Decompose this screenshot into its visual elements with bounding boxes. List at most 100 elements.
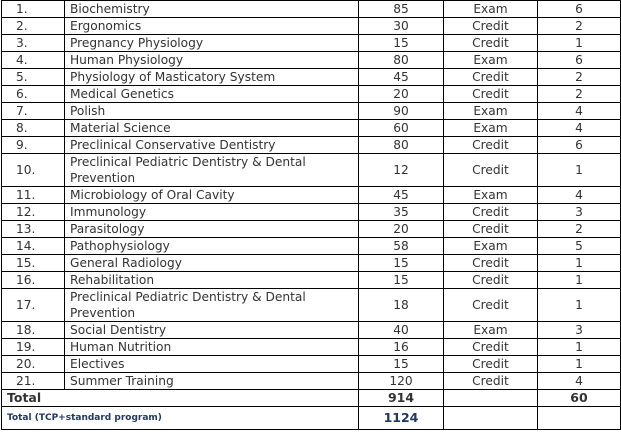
assessment-form: Credit xyxy=(443,85,538,103)
row-number: 5. xyxy=(1,68,65,86)
assessment-form: Exam xyxy=(443,51,538,69)
row-number: 18. xyxy=(1,321,65,339)
hours-value: 45 xyxy=(358,186,444,204)
assessment-form: Credit xyxy=(443,355,538,373)
hours-value: 60 xyxy=(358,119,444,137)
hours-value: 80 xyxy=(358,51,444,69)
ects-points: 2 xyxy=(537,85,621,103)
hours-value: 80 xyxy=(358,136,444,154)
tcp-total-label: Total (TCP+standard program) xyxy=(1,406,359,430)
table-row: 2. Ergonomics 30 Credit 2 xyxy=(1,17,621,35)
table-row: 19. Human Nutrition 16 Credit 1 xyxy=(1,338,621,356)
subject-name: Pregnancy Physiology xyxy=(64,34,359,52)
assessment-form: Exam xyxy=(443,0,538,18)
ects-points: 6 xyxy=(537,0,621,18)
row-number: 9. xyxy=(1,136,65,154)
subject-name: Social Dentistry xyxy=(64,321,359,339)
table-row: 18. Social Dentistry 40 Exam 3 xyxy=(1,321,621,339)
hours-value: 35 xyxy=(358,203,444,221)
ects-points: 3 xyxy=(537,203,621,221)
total-label: Total xyxy=(1,389,359,407)
table-row: 5. Physiology of Masticatory System 45 Cred… xyxy=(1,68,621,86)
hours-value: 16 xyxy=(358,338,444,356)
ects-points: 1 xyxy=(537,254,621,272)
table-row: 1. Biochemistry 85 Exam 6 xyxy=(1,0,621,18)
assessment-form: Credit xyxy=(443,203,538,221)
table-row: 9. Preclinical Conservative Dentistry 80 Cr… xyxy=(1,136,621,154)
row-number: 8. xyxy=(1,119,65,137)
table-row: 3. Pregnancy Physiology 15 Credit 1 xyxy=(1,34,621,52)
table-row: 13. Parasitology 20 Credit 2 xyxy=(1,220,621,238)
assessment-form: Exam xyxy=(443,321,538,339)
ects-points: 1 xyxy=(537,355,621,373)
hours-value: 20 xyxy=(358,85,444,103)
hours-value: 85 xyxy=(358,0,444,18)
subject-name: Physiology of Masticatory System xyxy=(64,68,359,86)
ects-points: 4 xyxy=(537,186,621,204)
row-number: 13. xyxy=(1,220,65,238)
ects-points: 3 xyxy=(537,321,621,339)
subject-name: Parasitology xyxy=(64,220,359,238)
subject-name: Summer Training xyxy=(64,372,359,390)
assessment-form: Credit xyxy=(443,34,538,52)
subject-name: Material Science xyxy=(64,119,359,137)
assessment-form: Exam xyxy=(443,186,538,204)
table-row: 6. Medical Genetics 20 Credit 2 xyxy=(1,85,621,103)
ects-points: 4 xyxy=(537,102,621,120)
subject-name: Human Physiology xyxy=(64,51,359,69)
table-row: 16. Rehabilitation 15 Credit 1 xyxy=(1,271,621,289)
ects-points: 1 xyxy=(537,34,621,52)
ects-points: 1 xyxy=(537,288,621,322)
tcp-total-hours: 1124 xyxy=(358,406,444,430)
ects-points: 4 xyxy=(537,372,621,390)
ects-points: 5 xyxy=(537,237,621,255)
hours-value: 45 xyxy=(358,68,444,86)
subject-name: Medical Genetics xyxy=(64,85,359,103)
hours-value: 20 xyxy=(358,220,444,238)
table-row: 4. Human Physiology 80 Exam 6 xyxy=(1,51,621,69)
subject-name: Preclinical Pediatric Dentistry & Dental… xyxy=(64,153,359,187)
table-row: 15. General Radiology 15 Credit 1 xyxy=(1,254,621,272)
ects-points: 6 xyxy=(537,51,621,69)
ects-points: 2 xyxy=(537,17,621,35)
assessment-form: Credit xyxy=(443,136,538,154)
table-row: 21. Summer Training 120 Credit 4 xyxy=(1,372,621,390)
assessment-form: Exam xyxy=(443,237,538,255)
row-number: 14. xyxy=(1,237,65,255)
hours-value: 15 xyxy=(358,254,444,272)
hours-value: 18 xyxy=(358,288,444,322)
subject-name: Immunology xyxy=(64,203,359,221)
row-number: 12. xyxy=(1,203,65,221)
table-row: 20. Electives 15 Credit 1 xyxy=(1,355,621,373)
assessment-form: Credit xyxy=(443,372,538,390)
assessment-form: Exam xyxy=(443,102,538,120)
table-row: 8. Material Science 60 Exam 4 xyxy=(1,119,621,137)
row-number: 7. xyxy=(1,102,65,120)
row-number: 4. xyxy=(1,51,65,69)
row-number: 10. xyxy=(1,153,65,187)
tcp-form-empty xyxy=(443,406,538,430)
total-hours: 914 xyxy=(358,389,444,407)
hours-value: 90 xyxy=(358,102,444,120)
row-number: 15. xyxy=(1,254,65,272)
row-number: 17. xyxy=(1,288,65,322)
tcp-total-row: Total (TCP+standard program) 1124 xyxy=(1,406,621,430)
subject-name: Preclinical Pediatric Dentistry & Dental… xyxy=(64,288,359,322)
total-form-empty xyxy=(443,389,538,407)
assessment-form: Credit xyxy=(443,68,538,86)
ects-points: 1 xyxy=(537,153,621,187)
subject-name: Electives xyxy=(64,355,359,373)
row-number: 20. xyxy=(1,355,65,373)
total-ects: 60 xyxy=(537,389,621,407)
row-number: 11. xyxy=(1,186,65,204)
row-number: 21. xyxy=(1,372,65,390)
total-row: Total 914 60 xyxy=(1,389,621,407)
row-number: 1. xyxy=(1,0,65,18)
ects-points: 1 xyxy=(537,271,621,289)
hours-value: 15 xyxy=(358,34,444,52)
ects-points: 6 xyxy=(537,136,621,154)
curriculum-rows: 1. Biochemistry 85 Exam 6 2. Ergonomics 30 Credi… xyxy=(1,0,621,390)
hours-value: 30 xyxy=(358,17,444,35)
hours-value: 12 xyxy=(358,153,444,187)
